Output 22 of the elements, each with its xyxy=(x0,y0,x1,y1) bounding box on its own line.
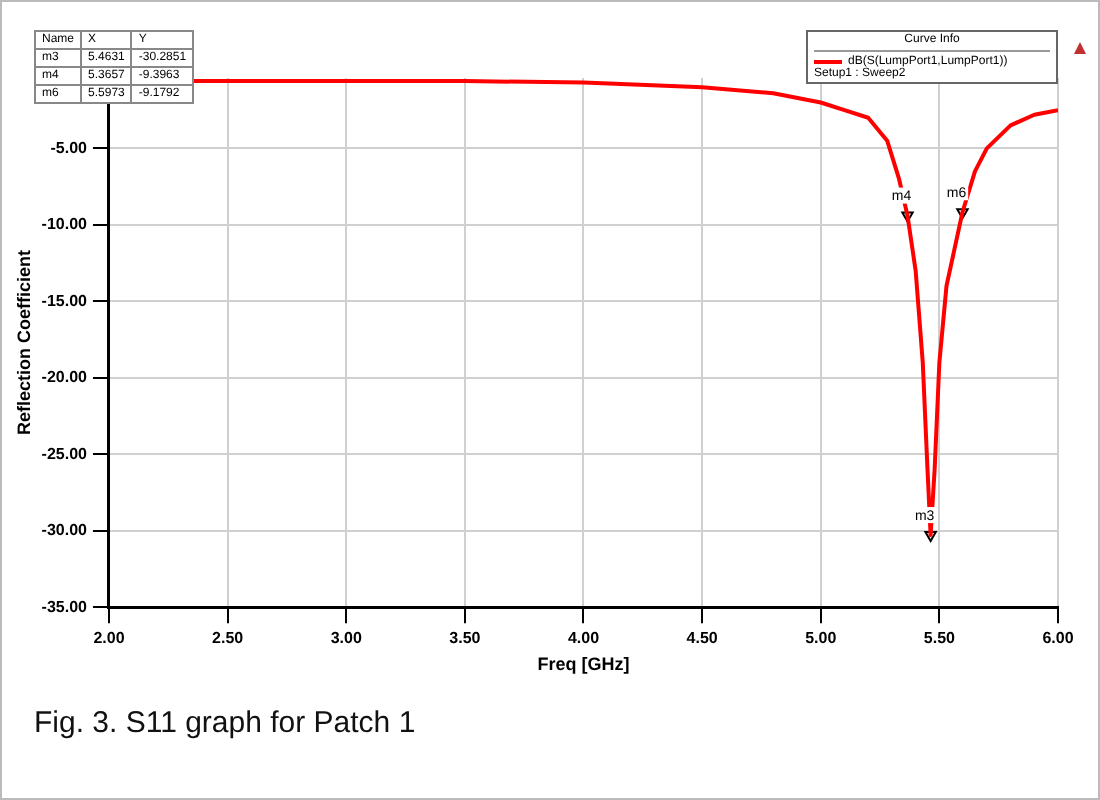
point xyxy=(956,208,969,220)
y-axis-title: Reflection Coefficient xyxy=(13,250,34,436)
x-tick-label: 6.00 xyxy=(1042,629,1075,648)
y-tick-label: -30.00 xyxy=(41,521,89,540)
caption: Fig. 3. S11 graph for Patch 1 xyxy=(34,706,416,740)
x-tick-label: 5.00 xyxy=(805,629,838,648)
y-tick-label: -10.00 xyxy=(41,215,89,234)
point xyxy=(901,211,914,223)
y-tick-label: -20.00 xyxy=(41,368,89,387)
x-tick-label: 3.00 xyxy=(330,629,363,648)
y-tick-label: -35.00 xyxy=(41,597,89,616)
y-tick-label: -25.00 xyxy=(41,444,89,463)
x-tick-label: 2.50 xyxy=(212,629,245,648)
x-tick-label: 4.00 xyxy=(567,629,601,648)
x-tick-label: 2.00 xyxy=(93,629,126,648)
x-axis-title: Freq [GHz] xyxy=(537,654,630,675)
y-tick-label: -5.00 xyxy=(50,138,89,157)
y-tick-label: -15.00 xyxy=(41,291,89,310)
point xyxy=(924,531,937,543)
x-tick-label: 3.50 xyxy=(449,629,482,648)
x-tick-label: 5.50 xyxy=(923,629,957,648)
x-tick-label: 4.50 xyxy=(686,629,719,648)
